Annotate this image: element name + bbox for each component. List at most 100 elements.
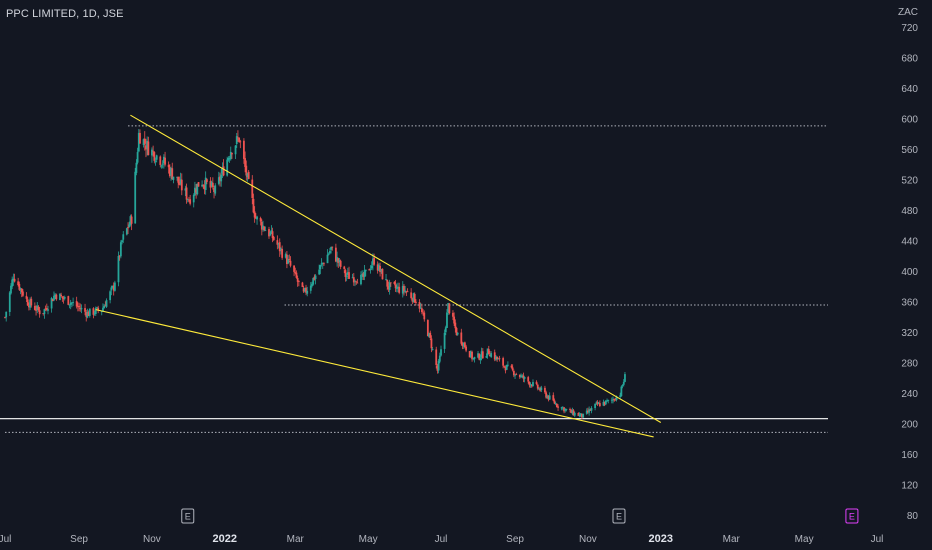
candle	[529, 382, 532, 388]
candle	[8, 290, 11, 316]
candle	[231, 152, 233, 159]
candle	[303, 287, 306, 293]
candle	[331, 246, 334, 251]
candle	[306, 286, 309, 297]
candle	[376, 261, 379, 274]
candle	[195, 184, 198, 199]
candle	[564, 408, 567, 413]
y-tick-label: 680	[901, 54, 918, 65]
candle	[80, 304, 83, 314]
candle	[563, 406, 565, 414]
candle	[228, 155, 231, 163]
candle	[134, 167, 137, 224]
candle	[339, 259, 342, 270]
candle	[234, 144, 237, 159]
candle	[176, 176, 178, 181]
candle	[110, 285, 113, 296]
candle	[269, 231, 272, 237]
candle	[386, 279, 389, 291]
candle	[411, 297, 414, 305]
candle	[377, 262, 380, 272]
earnings-marker[interactable]: E	[181, 508, 195, 524]
candle	[68, 304, 71, 309]
candle	[604, 400, 607, 406]
candle	[345, 272, 348, 282]
candle	[607, 399, 610, 404]
candle	[385, 274, 387, 281]
candle	[338, 257, 341, 267]
candle	[197, 181, 200, 187]
candle	[431, 347, 434, 351]
candle	[463, 341, 466, 349]
candle	[121, 239, 123, 245]
y-tick-label: 240	[901, 389, 918, 400]
y-tick-label: 720	[901, 23, 918, 34]
candle	[268, 226, 270, 239]
candle	[579, 413, 582, 418]
candle	[536, 383, 539, 391]
candle	[561, 406, 564, 411]
candle	[540, 385, 543, 393]
candle	[92, 307, 95, 319]
candle	[321, 262, 324, 269]
candle	[320, 258, 323, 267]
candle	[485, 353, 488, 359]
candle	[548, 392, 551, 401]
candle	[30, 296, 33, 308]
candle	[419, 303, 422, 310]
candle	[135, 159, 138, 176]
candle	[606, 398, 608, 402]
x-tick-label: Sep	[70, 534, 88, 545]
candle	[422, 309, 424, 316]
candle	[219, 172, 221, 187]
candle	[346, 267, 349, 280]
candle	[581, 413, 583, 420]
upper-trendline[interactable]	[130, 114, 662, 423]
candle	[20, 288, 23, 298]
lower-trendline[interactable]	[95, 309, 654, 438]
candle	[142, 138, 145, 148]
candle	[196, 183, 199, 196]
candle	[44, 305, 47, 311]
candle	[147, 136, 150, 156]
candle	[620, 385, 623, 397]
candle	[35, 305, 37, 316]
candle	[13, 273, 16, 283]
candle	[188, 196, 190, 203]
candle	[309, 282, 312, 294]
candle	[37, 305, 40, 312]
candle	[210, 180, 213, 188]
y-tick-label: 120	[901, 481, 918, 492]
candle	[113, 280, 116, 292]
candle	[189, 194, 192, 206]
candle	[552, 392, 555, 402]
candle	[438, 352, 441, 364]
candle	[554, 401, 557, 406]
candle	[287, 255, 290, 265]
candle	[528, 381, 531, 388]
candle	[238, 137, 241, 143]
candle	[387, 281, 390, 292]
candle	[160, 164, 163, 169]
candle	[85, 309, 88, 322]
earnings-marker[interactable]: E	[612, 508, 626, 524]
earnings-marker[interactable]: E	[845, 508, 859, 524]
candle	[254, 213, 257, 220]
candle	[440, 345, 442, 357]
candle	[154, 157, 157, 166]
candle	[87, 310, 90, 316]
y-tick-label: 360	[901, 298, 918, 309]
candle	[42, 313, 45, 316]
x-tick-label: Jul	[871, 534, 884, 545]
candle	[155, 154, 158, 163]
candle	[211, 177, 214, 190]
candle	[455, 326, 458, 336]
candle	[489, 350, 491, 357]
candle	[109, 290, 112, 304]
candle	[122, 231, 125, 243]
candle	[602, 399, 605, 407]
y-tick-label: 80	[907, 511, 919, 522]
y-tick-label: 480	[901, 206, 918, 217]
candle	[50, 296, 53, 313]
